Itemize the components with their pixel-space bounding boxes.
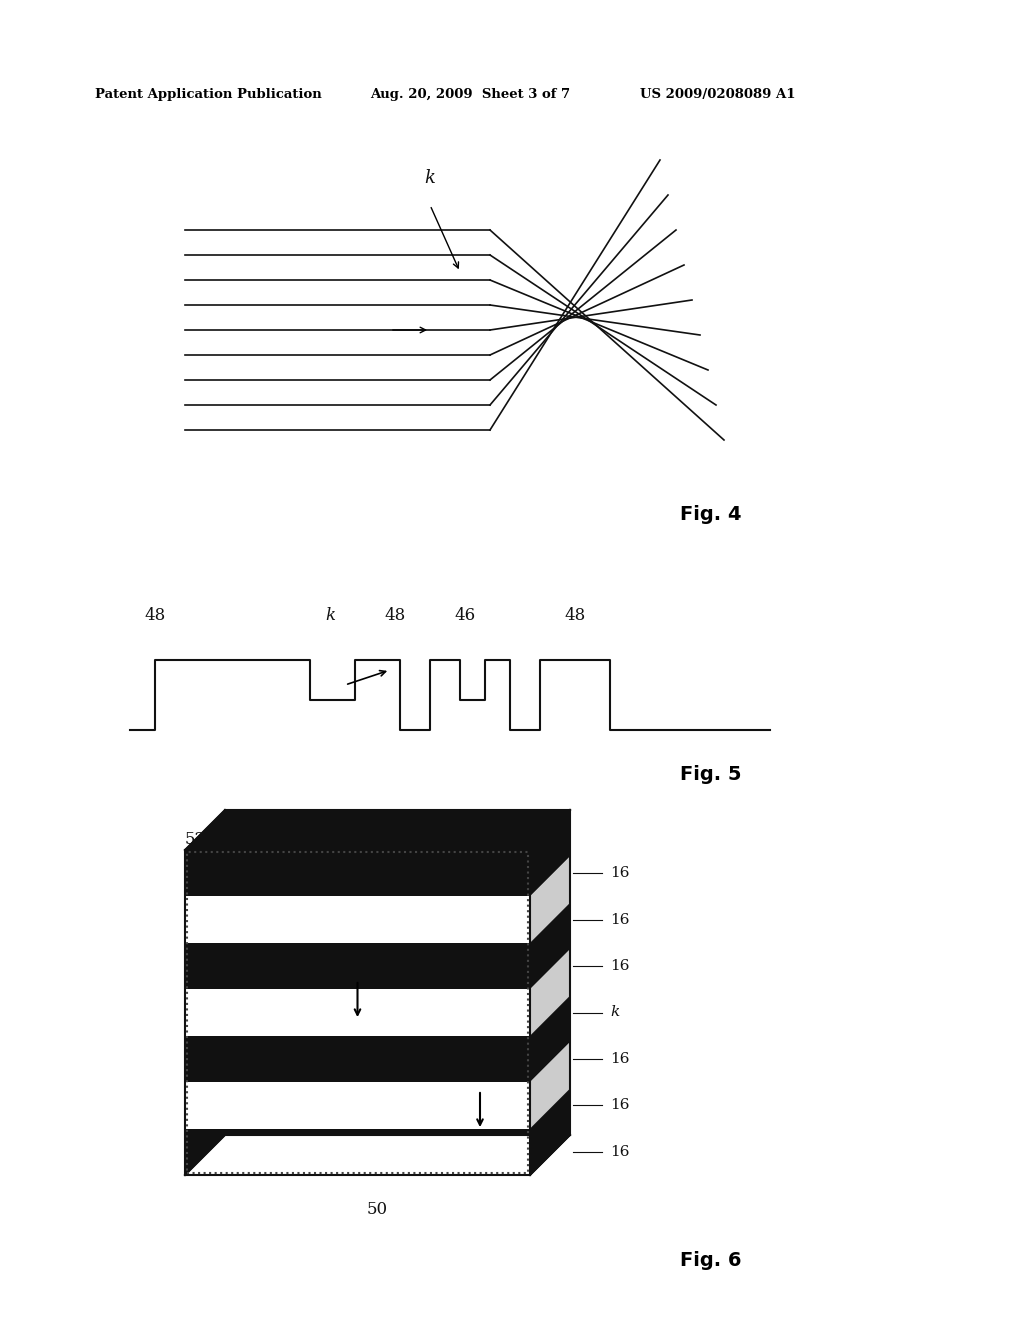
Text: 48: 48 — [144, 606, 166, 623]
Polygon shape — [185, 850, 530, 896]
Polygon shape — [530, 810, 570, 1175]
Text: 16: 16 — [610, 1144, 630, 1159]
Bar — [187, 851, 528, 1173]
Text: 16: 16 — [610, 866, 630, 880]
Text: 48: 48 — [564, 606, 586, 623]
Polygon shape — [530, 995, 570, 1082]
Text: 48: 48 — [384, 606, 406, 623]
Text: 46: 46 — [455, 606, 475, 623]
Text: k: k — [610, 1006, 620, 1019]
Text: Patent Application Publication: Patent Application Publication — [95, 88, 322, 102]
Polygon shape — [185, 1082, 530, 1129]
Polygon shape — [530, 949, 570, 1036]
Text: Fig. 5: Fig. 5 — [680, 766, 741, 784]
Text: 16: 16 — [610, 960, 630, 973]
Polygon shape — [530, 1089, 570, 1175]
Text: 50: 50 — [367, 1201, 387, 1218]
Text: Aug. 20, 2009  Sheet 3 of 7: Aug. 20, 2009 Sheet 3 of 7 — [370, 88, 570, 102]
Polygon shape — [185, 810, 570, 850]
Polygon shape — [185, 1129, 530, 1175]
Text: k: k — [325, 606, 335, 623]
Text: 16: 16 — [610, 1052, 630, 1067]
Text: 16: 16 — [610, 912, 630, 927]
Polygon shape — [185, 1135, 570, 1175]
Text: k: k — [425, 169, 435, 187]
Polygon shape — [185, 896, 530, 942]
Text: 52: 52 — [185, 832, 206, 849]
Polygon shape — [530, 810, 570, 896]
Polygon shape — [530, 857, 570, 942]
Polygon shape — [185, 1036, 530, 1082]
Text: Fig. 6: Fig. 6 — [680, 1250, 741, 1270]
Text: Fig. 4: Fig. 4 — [680, 506, 741, 524]
Text: 16: 16 — [610, 1098, 630, 1113]
Text: US 2009/0208089 A1: US 2009/0208089 A1 — [640, 88, 796, 102]
Polygon shape — [530, 903, 570, 989]
Polygon shape — [185, 942, 530, 989]
Polygon shape — [530, 1043, 570, 1129]
Polygon shape — [185, 989, 530, 1036]
